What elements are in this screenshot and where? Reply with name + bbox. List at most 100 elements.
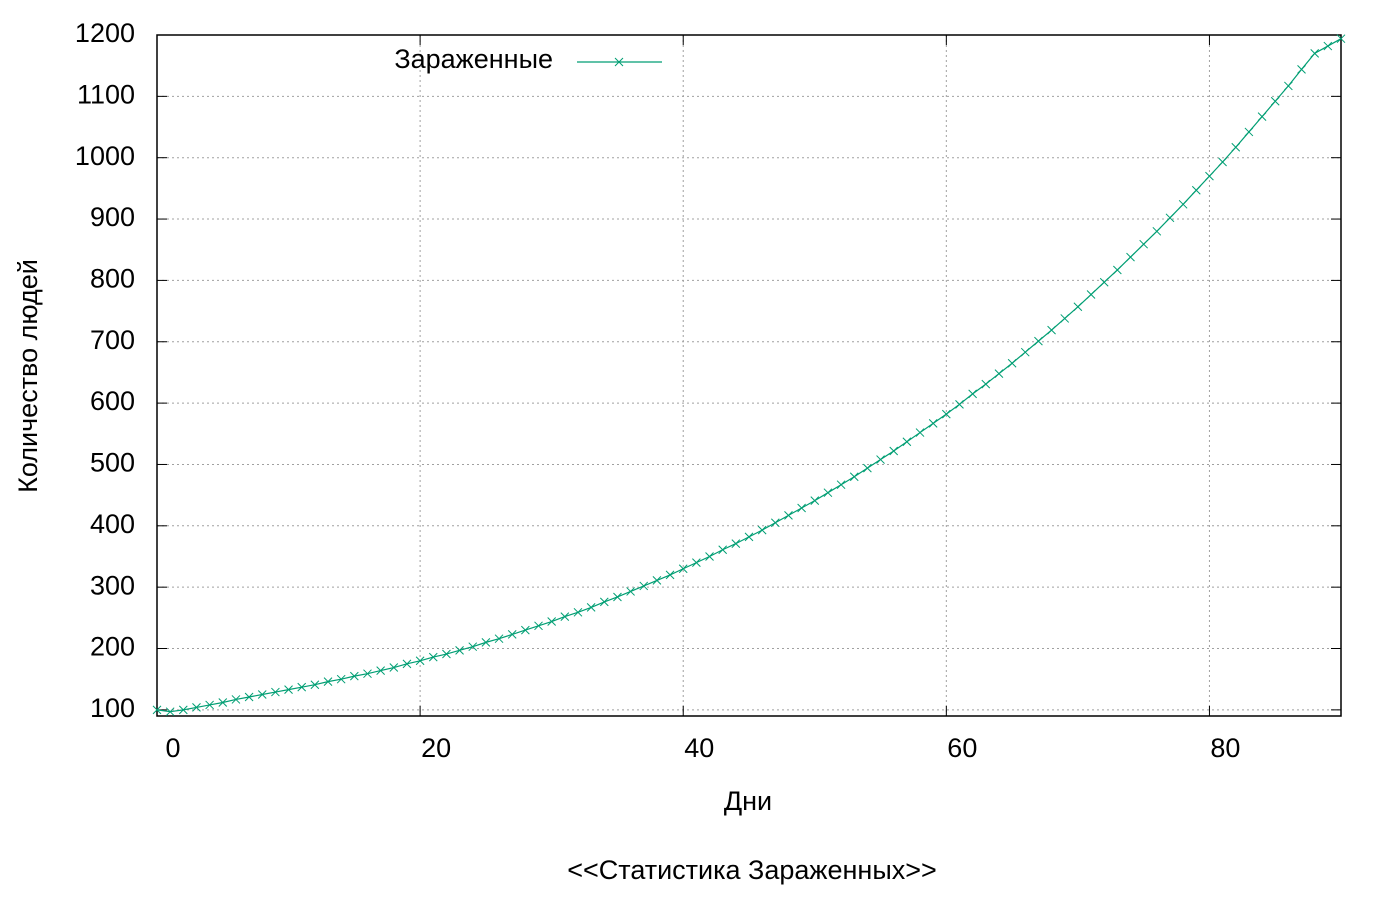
data-point (415, 656, 425, 666)
marker-shape (244, 692, 254, 702)
data-point (626, 587, 635, 596)
data-point (770, 518, 780, 528)
marker-shape (968, 389, 977, 399)
x-tick-label: 0 (165, 733, 180, 763)
data-point (1218, 157, 1227, 167)
data-point (981, 379, 991, 389)
data-point (994, 369, 1004, 379)
marker-shape (415, 656, 425, 666)
data-point (507, 630, 517, 639)
y-tick-label: 600 (90, 386, 135, 416)
data-point (336, 674, 346, 684)
marker-shape (1284, 81, 1293, 91)
data-point (652, 576, 662, 585)
data-point (165, 707, 175, 717)
marker-shape (152, 705, 162, 715)
data-point (665, 570, 675, 580)
data-point (257, 690, 267, 699)
marker-shape (1113, 265, 1122, 275)
marker-shape (402, 659, 412, 669)
y-tick-label: 700 (90, 325, 135, 355)
data-point (534, 621, 543, 631)
data-point (178, 705, 188, 715)
legend-marker (614, 57, 624, 67)
data-point (1007, 358, 1017, 368)
marker-shape (1231, 142, 1241, 152)
data-point (1205, 171, 1214, 181)
data-point (876, 455, 885, 464)
data-point (810, 496, 820, 506)
marker-shape (626, 587, 635, 596)
data-point (1086, 290, 1096, 299)
data-point (586, 603, 596, 612)
marker-shape (599, 597, 609, 607)
y-tick-label: 400 (90, 509, 135, 539)
marker-shape (1336, 34, 1346, 44)
data-point (836, 480, 846, 490)
y-tick-label: 1100 (77, 79, 135, 109)
marker-shape (718, 545, 728, 555)
x-tick-label: 20 (421, 733, 451, 763)
data-point (1231, 142, 1241, 152)
marker-shape (231, 695, 241, 704)
data-point (455, 646, 464, 655)
marker-shape (573, 607, 583, 617)
data-point (573, 607, 583, 617)
data-point (284, 685, 293, 694)
marker-shape (560, 612, 570, 621)
data-point (1323, 41, 1333, 51)
data-point (152, 705, 162, 715)
marker-shape (178, 705, 188, 715)
marker-shape (1218, 157, 1227, 167)
marker-shape (784, 511, 793, 520)
marker-shape (1139, 239, 1149, 249)
marker-shape (336, 674, 346, 684)
marker-shape (1060, 314, 1070, 323)
x-axis-label: Дни (724, 786, 772, 816)
data-point (1165, 213, 1175, 223)
x-tick-label: 80 (1210, 733, 1240, 763)
data-point (297, 682, 307, 692)
marker-shape (652, 576, 662, 585)
data-point (757, 525, 767, 535)
marker-shape (165, 707, 175, 717)
marker-shape (1178, 199, 1188, 209)
y-axis-label: Количество людей (13, 259, 43, 493)
data-point (613, 592, 622, 602)
chart-title: <<Статистика Зараженных>> (567, 855, 937, 885)
series-line (156, 38, 1342, 713)
marker-shape (1086, 290, 1096, 299)
data-point (1244, 127, 1254, 137)
data-point (968, 389, 977, 399)
marker-shape (349, 671, 359, 681)
marker-shape (902, 437, 912, 447)
data-point (363, 669, 372, 679)
marker-shape (1205, 171, 1214, 181)
data-point (1178, 199, 1188, 209)
legend-label: Зараженные (394, 44, 553, 74)
marker-shape (1007, 358, 1017, 368)
x-tick-label: 40 (684, 733, 714, 763)
marker-shape (823, 488, 833, 498)
data-point (310, 680, 320, 690)
data-point (494, 634, 504, 644)
marker-shape (376, 666, 385, 675)
marker-shape (731, 539, 741, 548)
data-point (218, 698, 228, 707)
data-point (521, 625, 530, 635)
marker-shape (547, 617, 557, 626)
data-point (823, 488, 833, 498)
data-point (1257, 112, 1267, 121)
marker-shape (534, 621, 543, 631)
marker-shape (481, 638, 491, 647)
marker-shape (1310, 49, 1320, 58)
data-point (1191, 185, 1201, 195)
y-tick-label: 200 (90, 632, 135, 662)
data-point (599, 597, 609, 607)
data-point (1310, 49, 1320, 58)
marker-shape (521, 625, 530, 635)
data-point (481, 638, 491, 647)
marker-shape (1191, 185, 1201, 195)
